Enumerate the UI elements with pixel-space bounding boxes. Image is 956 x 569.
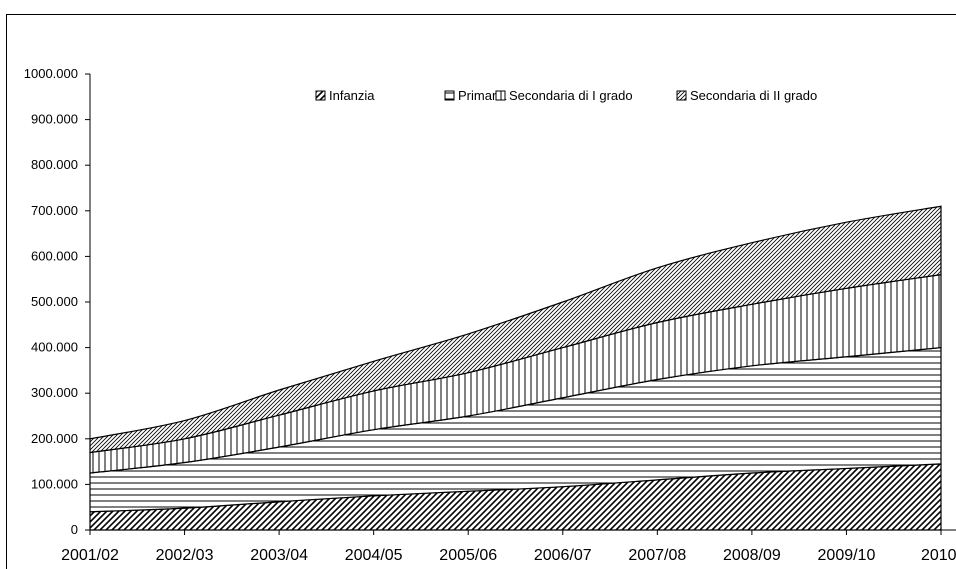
x-tick-label: 2006/07 [534, 547, 592, 564]
legend-label-secondaria-di-i-grado: Secondaria di I grado [509, 88, 633, 103]
legend-swatch-infanzia [315, 90, 326, 101]
y-tick-label: 900.000 [31, 112, 78, 127]
y-tick-label: 500.000 [31, 294, 78, 309]
y-tick-label: 100.000 [31, 476, 78, 491]
y-tick-label: 300.000 [31, 385, 78, 400]
legend-label-secondaria-di-ii-grado: Secondaria di II grado [690, 88, 817, 103]
frame-left-border [6, 14, 7, 569]
areas-layer [89, 205, 942, 531]
x-tick-label: 2009/10 [818, 547, 876, 564]
legend-label-primaria: Primaria [458, 88, 507, 103]
y-tick-label: 1000.000 [24, 66, 78, 81]
x-tick-label: 2010/ [921, 547, 956, 564]
x-tick-label: 2001/02 [61, 547, 119, 564]
legend-label-infanzia: Infanzia [329, 88, 375, 103]
legend: Infanzia Primaria Secondaria di I grado Sec… [315, 88, 817, 103]
y-tick-label: 600.000 [31, 248, 78, 263]
y-tick-label: 400.000 [31, 340, 78, 355]
legend-swatch-secondaria-di-ii-grado [676, 90, 687, 101]
x-tick-label: 2004/05 [345, 547, 403, 564]
axis-layer: 0 100.000 200.000 300.000 400.000 500.000 600.… [24, 66, 956, 564]
frame-top-border [6, 14, 956, 15]
y-tick-label: 0 [71, 522, 78, 537]
legend-swatch-primaria [444, 90, 455, 101]
x-tick-label: 2002/03 [156, 547, 214, 564]
x-tick-label: 2008/09 [723, 547, 781, 564]
x-tick-label: 2007/08 [628, 547, 686, 564]
legend-swatch-secondaria-di-i-grado [495, 90, 506, 101]
x-tick-label: 2005/06 [439, 547, 497, 564]
y-tick-label: 200.000 [31, 431, 78, 446]
y-tick-label: 800.000 [31, 157, 78, 172]
x-tick-label: 2003/04 [250, 547, 308, 564]
area-secondaria-di-ii-grado [89, 205, 942, 454]
y-tick-label: 700.000 [31, 203, 78, 218]
